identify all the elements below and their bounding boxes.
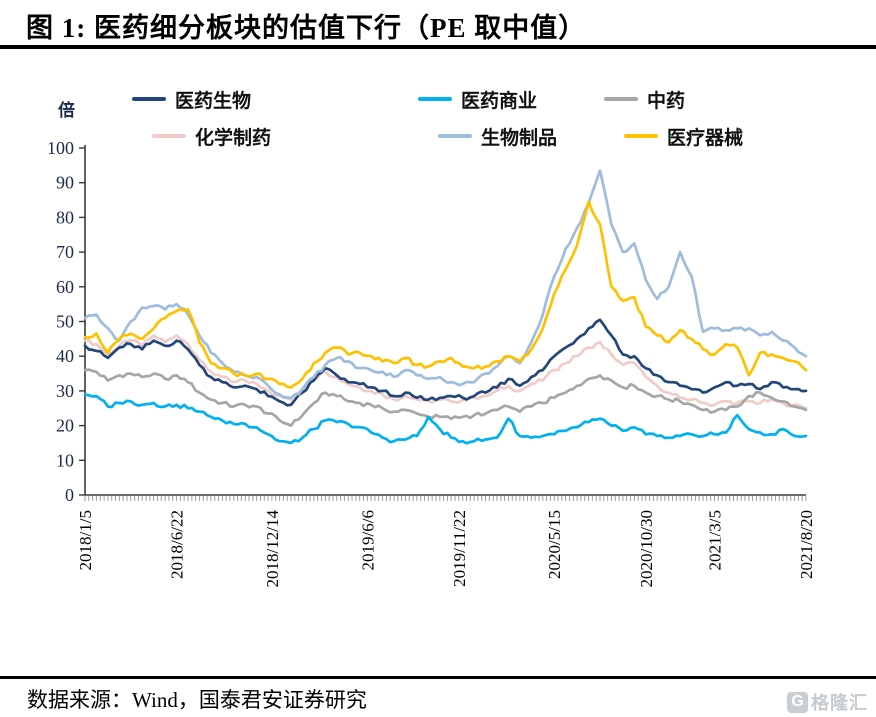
data-source-text: 数据来源：Wind，国泰君安证券研究 [27,688,367,712]
gelonghui-logo-text: 格隆汇 [811,693,868,713]
title-divider [0,45,876,49]
y-tick-label: 60 [56,277,74,297]
x-tick-label: 2018/12/14 [263,510,282,588]
series-line-化学制药 [83,334,808,410]
y-tick-label: 10 [56,450,74,470]
y-tick-label: 40 [56,346,74,366]
y-tick-label: 50 [56,312,74,332]
x-tick-label: 2020/10/30 [637,510,656,587]
series-line-医疗器械 [83,200,808,389]
y-tick-label: 0 [65,485,74,505]
x-tick-label: 2019/11/22 [450,510,469,587]
y-tick-label: 70 [56,242,74,262]
y-tick-label: 80 [56,207,74,227]
y-tick-label: 90 [56,173,74,193]
series-line-医药生物 [83,318,808,407]
y-tick-label: 20 [56,416,74,436]
x-tick-label: 2019/6/6 [358,510,377,570]
series-line-医药商业 [83,393,808,445]
y-tick-label: 30 [56,381,74,401]
y-axis-unit-label: 倍 [58,101,75,120]
x-tick-label: 2018/1/5 [76,510,95,570]
x-tick-label: 2020/5/15 [545,510,564,579]
series-line-生物制品 [83,169,808,400]
series-line-中药 [83,368,808,427]
line-chart: 0 10 20 30 40 50 60 70 80 90 100 2018/1/5 2018/6/22 2… [47,138,816,588]
x-tick-label: 2021/8/20 [797,510,816,579]
y-tick-label: 100 [47,138,74,158]
x-tick-label: 2021/3/5 [705,510,724,570]
footer-divider [0,676,876,679]
figure-title: 图 1: 医药细分板块的估值下行（PE 取中值） [26,13,587,43]
gelonghui-logo-icon: G [787,691,808,713]
gelonghui-logo: G 格隆汇 [787,689,868,715]
x-tick-label: 2018/6/22 [168,510,187,579]
